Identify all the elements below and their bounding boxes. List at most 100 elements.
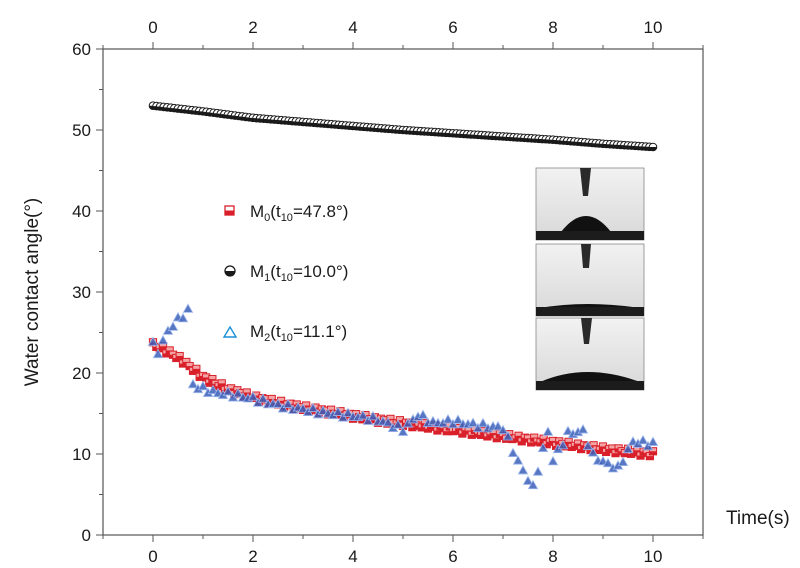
data-point <box>392 419 404 429</box>
x-tick-label: 6 <box>448 547 457 566</box>
data-point <box>297 403 309 413</box>
data-point <box>647 436 659 446</box>
data-point <box>512 455 524 465</box>
data-point <box>472 422 484 433</box>
top-tick-label: 0 <box>148 18 157 37</box>
legend-marker-circle <box>224 265 236 277</box>
data-point <box>507 447 519 458</box>
legend-item-m2: M2(t10=11.1°) <box>222 322 347 344</box>
data-point <box>332 406 344 416</box>
y-tick-label: 50 <box>72 121 91 140</box>
top-tick-label: 8 <box>548 18 557 37</box>
x-axis-bottom: 0 2 4 6 8 10 <box>102 535 704 566</box>
data-point <box>167 321 179 331</box>
legend: M0(t10=47.8°) M1(t10=10.0°) M2(t10=11.1°… <box>222 202 348 344</box>
legend-label-value: =47.8°) <box>293 202 348 221</box>
data-point <box>648 142 658 152</box>
data-point <box>152 348 164 359</box>
droplet-photo-middle <box>535 243 645 317</box>
legend-label-sub: 1 <box>264 272 270 284</box>
legend-label-paren: (t <box>270 322 281 341</box>
data-point <box>502 430 514 441</box>
data-point <box>342 407 354 417</box>
data-point <box>282 398 294 408</box>
droplet-shape <box>540 372 640 382</box>
data-point <box>477 417 489 428</box>
x-tick-label: 8 <box>548 547 557 566</box>
data-point <box>177 312 189 323</box>
data-point <box>222 386 234 396</box>
droplet-photo-final <box>535 317 645 391</box>
legend-label-base: M <box>250 322 264 341</box>
data-point <box>192 364 201 373</box>
data-point <box>517 464 529 475</box>
data-point <box>492 420 504 431</box>
legend-item-m1: M1(t10=10.0°) <box>224 262 348 284</box>
data-point <box>362 415 374 425</box>
top-tick-label: 4 <box>348 18 357 37</box>
droplet-photo-initial <box>535 167 645 241</box>
y-tick-label: 40 <box>72 202 91 221</box>
data-point <box>317 405 329 415</box>
data-point <box>367 410 379 421</box>
legend-label-paren-sub: 10 <box>281 212 293 224</box>
data-point <box>627 436 639 446</box>
top-tick-label: 6 <box>448 18 457 37</box>
series-layer <box>147 101 659 490</box>
y-tick-label: 20 <box>72 364 91 383</box>
data-point <box>648 447 658 456</box>
y-axis: 0 10 20 30 40 50 60 <box>72 40 103 545</box>
data-point <box>247 391 259 401</box>
data-point <box>537 442 549 453</box>
legend-label-paren-sub: 10 <box>281 272 293 284</box>
top-tick-label: 2 <box>248 18 257 37</box>
data-point <box>542 426 554 436</box>
x-tick-label: 2 <box>248 547 257 566</box>
legend-label-base: M <box>250 202 264 221</box>
x-axis-top: 0 2 4 6 8 10 <box>102 18 704 49</box>
data-point <box>622 443 634 454</box>
droplet-shape <box>561 216 611 232</box>
y-tick-label: 0 <box>82 526 91 545</box>
data-point <box>587 447 599 457</box>
needle-shape <box>581 318 592 344</box>
y-tick-label: 30 <box>72 283 91 302</box>
data-point <box>497 424 509 435</box>
svg-text:M2(t10=11.1°): M2(t10=11.1°) <box>250 322 347 344</box>
top-tick-label: 10 <box>644 18 663 37</box>
data-point <box>147 336 159 346</box>
data-point <box>602 457 614 468</box>
substrate-shape <box>536 307 644 316</box>
x-tick-label: 10 <box>644 547 663 566</box>
data-point <box>442 414 454 424</box>
svg-text:M1(t10=10.0°): M1(t10=10.0°) <box>250 262 348 284</box>
data-point <box>417 409 429 419</box>
data-point <box>207 384 219 395</box>
data-point <box>232 388 244 398</box>
data-point <box>557 439 569 450</box>
data-point <box>187 378 199 389</box>
droplet-inset <box>535 167 645 391</box>
legend-label-base: M <box>250 262 264 281</box>
legend-label-paren: (t <box>270 202 281 221</box>
data-point <box>175 351 184 361</box>
data-point <box>467 417 479 427</box>
legend-marker-square <box>224 205 235 216</box>
svg-text:M0(t10=47.8°): M0(t10=47.8°) <box>250 202 348 224</box>
legend-label-paren: (t <box>270 262 281 281</box>
legend-label-paren-sub: 10 <box>281 332 293 344</box>
data-point <box>452 414 464 424</box>
substrate-shape <box>536 231 644 240</box>
legend-label-sub: 2 <box>264 332 270 344</box>
needle-shape <box>580 168 591 196</box>
data-point <box>547 455 559 466</box>
data-point <box>617 456 629 467</box>
data-point <box>577 424 589 434</box>
y-tick-label: 10 <box>72 445 91 464</box>
data-point <box>562 425 574 436</box>
legend-label-value: =10.0°) <box>293 262 348 281</box>
needle-shape <box>581 244 591 268</box>
series-triangle <box>147 303 659 490</box>
data-point <box>157 334 169 345</box>
